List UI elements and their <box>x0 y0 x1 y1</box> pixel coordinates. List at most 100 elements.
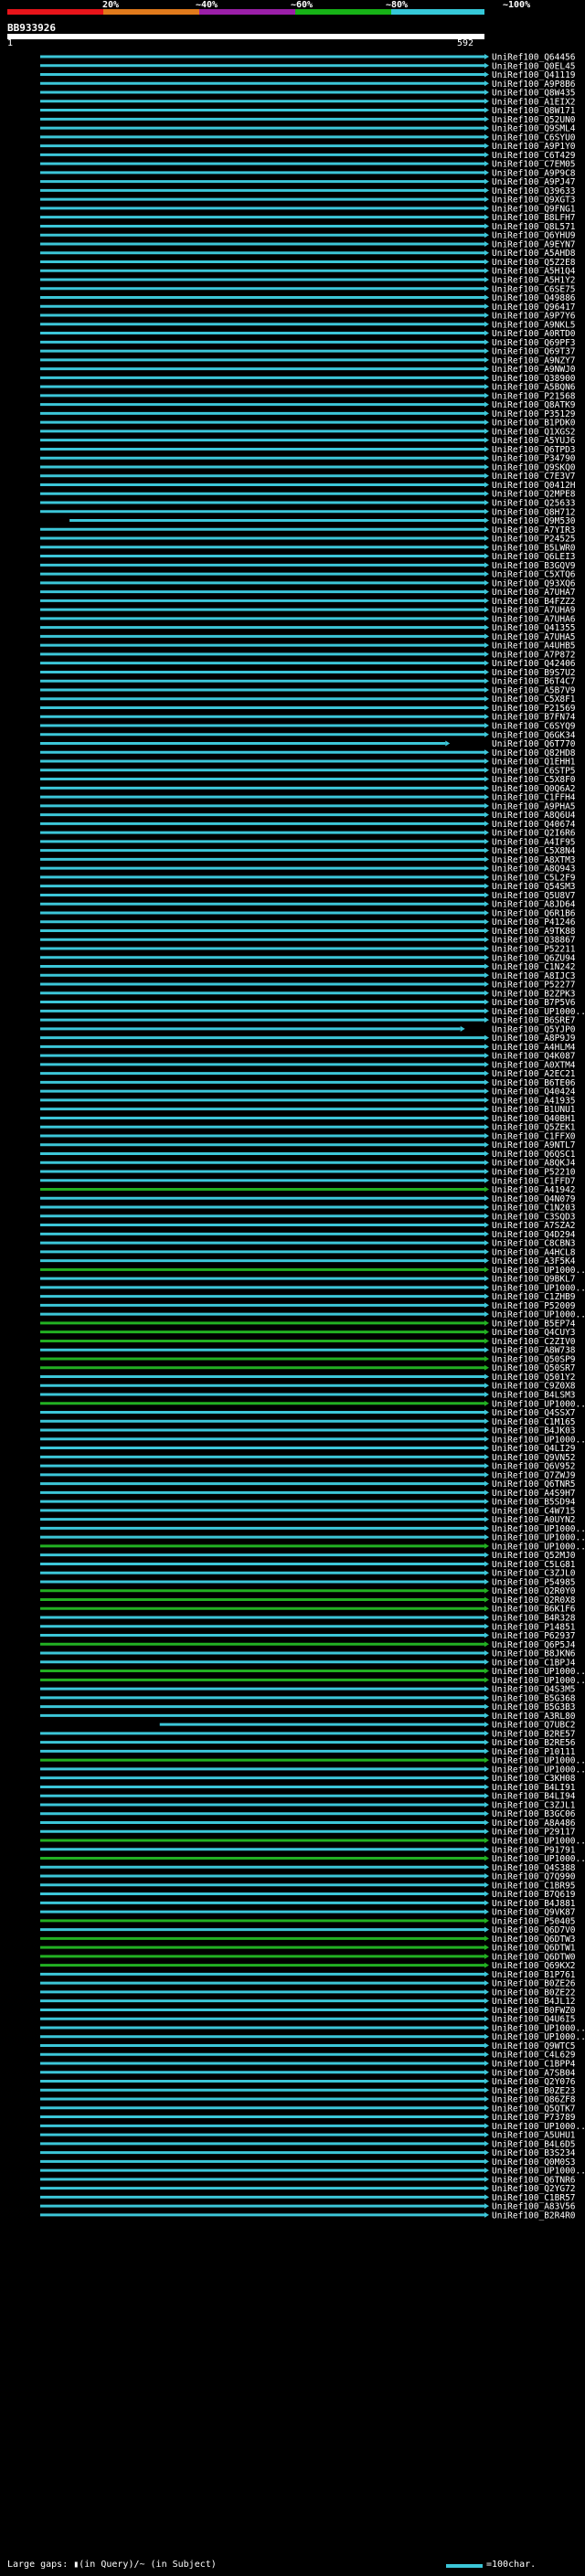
hit-label[interactable]: UniRef100_Q9SKQ0 <box>492 462 576 472</box>
hit-label[interactable]: UniRef100_Q2R0X8 <box>492 1595 576 1606</box>
hit-label[interactable]: UniRef100_A5AHD8 <box>492 249 576 259</box>
hit-label[interactable]: UniRef100_Q4LI29 <box>492 1444 576 1454</box>
hit-label[interactable]: UniRef100_Q2MPE8 <box>492 490 576 500</box>
hit-label[interactable]: UniRef100_A5B7V9 <box>492 685 576 695</box>
hit-label[interactable]: UniRef100_Q4S3M5 <box>492 1685 576 1695</box>
hit-label[interactable]: UniRef100_P91791 <box>492 1845 576 1855</box>
hit-label[interactable]: UniRef100_UP1000... <box>492 2032 585 2042</box>
hit-label[interactable]: UniRef100_Q6TPD3 <box>492 445 576 455</box>
hit-label[interactable]: UniRef100_P54985 <box>492 1577 576 1587</box>
hit-label[interactable]: UniRef100_B1UNU1 <box>492 1105 576 1115</box>
hit-label[interactable]: UniRef100_B6SRE7 <box>492 1016 576 1026</box>
hit-label[interactable]: UniRef100_C3SQD3 <box>492 1212 576 1222</box>
hit-label[interactable]: UniRef100_P24525 <box>492 535 576 545</box>
hit-label[interactable]: UniRef100_A5H1Q4 <box>492 267 576 277</box>
hit-label[interactable]: UniRef100_P10111 <box>492 1747 576 1757</box>
hit-label[interactable]: UniRef100_Q8L571 <box>492 222 576 232</box>
hit-label[interactable]: UniRef100_C1M165 <box>492 1417 576 1427</box>
hit-label[interactable]: UniRef100_Q6P5J4 <box>492 1640 576 1650</box>
hit-label[interactable]: UniRef100_Q8W171 <box>492 106 576 116</box>
hit-label[interactable]: UniRef100_C1FFH4 <box>492 793 576 803</box>
hit-label[interactable]: UniRef100_A8JD64 <box>492 900 576 910</box>
hit-label[interactable]: UniRef100_A7UHA5 <box>492 632 576 642</box>
hit-label[interactable]: UniRef100_C1FFD7 <box>492 1176 576 1186</box>
hit-label[interactable]: UniRef100_P35129 <box>492 409 576 419</box>
hit-label[interactable]: UniRef100_C5LG81 <box>492 1560 576 1570</box>
hit-label[interactable]: UniRef100_B0ZE22 <box>492 1988 576 1998</box>
hit-label[interactable]: UniRef100_Q4N079 <box>492 1194 576 1204</box>
hit-label[interactable]: UniRef100_A41942 <box>492 1185 576 1195</box>
hit-label[interactable]: UniRef100_Q6LEI3 <box>492 552 576 562</box>
hit-label[interactable]: UniRef100_A3F5K4 <box>492 1256 576 1267</box>
hit-label[interactable]: UniRef100_A7UHA6 <box>492 614 576 624</box>
hit-label[interactable]: UniRef100_A8W738 <box>492 1346 576 1356</box>
hit-label[interactable]: UniRef100_UP1000... <box>492 1283 585 1293</box>
hit-label[interactable]: UniRef100_B8JKN6 <box>492 1649 576 1659</box>
hit-label[interactable]: UniRef100_A9P7Y6 <box>492 312 576 322</box>
hit-label[interactable]: UniRef100_UP1000... <box>492 1310 585 1320</box>
hit-label[interactable]: UniRef100_B4LI91 <box>492 1783 576 1793</box>
hit-label[interactable]: UniRef100_C3ZJL1 <box>492 1800 576 1810</box>
hit-label[interactable]: UniRef100_UP1000... <box>492 1266 585 1276</box>
hit-label[interactable]: UniRef100_A7UHA9 <box>492 606 576 616</box>
hit-label[interactable]: UniRef100_UP1000... <box>492 2122 585 2132</box>
hit-label[interactable]: UniRef100_B2RE57 <box>492 1729 576 1739</box>
hit-label[interactable]: UniRef100_Q4U6I5 <box>492 2015 576 2025</box>
hit-label[interactable]: UniRef100_C6SYU0 <box>492 133 576 143</box>
hit-label[interactable]: UniRef100_Q7UBC2 <box>492 1721 576 1731</box>
hit-label[interactable]: UniRef100_Q4D294 <box>492 1230 576 1240</box>
hit-label[interactable]: UniRef100_A2EC21 <box>492 1069 576 1079</box>
hit-label[interactable]: UniRef100_A3RL80 <box>492 1712 576 1722</box>
hit-label[interactable]: UniRef100_Q41119 <box>492 70 576 80</box>
hit-label[interactable]: UniRef100_A7UHA7 <box>492 588 576 598</box>
hit-label[interactable]: UniRef100_A8A486 <box>492 1818 576 1829</box>
hit-label[interactable]: UniRef100_C5L2F9 <box>492 873 576 883</box>
hit-label[interactable]: UniRef100_Q6D7V0 <box>492 1925 576 1935</box>
hit-label[interactable]: UniRef100_C6STP5 <box>492 766 576 776</box>
hit-label[interactable]: UniRef100_Q38867 <box>492 936 576 946</box>
hit-label[interactable]: UniRef100_A9NWJ0 <box>492 365 576 375</box>
hit-label[interactable]: UniRef100_P52009 <box>492 1301 576 1311</box>
hit-label[interactable]: UniRef100_Q6YHU9 <box>492 231 576 241</box>
hit-label[interactable]: UniRef100_A8Q6U4 <box>492 811 576 821</box>
hit-label[interactable]: UniRef100_B3GC06 <box>492 1809 576 1819</box>
hit-label[interactable]: UniRef100_B1P761 <box>492 1970 576 1980</box>
hit-label[interactable]: UniRef100_B5G3B3 <box>492 1702 576 1712</box>
hit-label[interactable]: UniRef100_B5EP74 <box>492 1319 576 1329</box>
hit-label[interactable]: UniRef100_B4LSM3 <box>492 1391 576 1401</box>
hit-label[interactable]: UniRef100_P50405 <box>492 1916 576 1926</box>
hit-label[interactable]: UniRef100_B6TE06 <box>492 1078 576 1088</box>
hit-label[interactable]: UniRef100_Q9XGT3 <box>492 196 576 206</box>
hit-label[interactable]: UniRef100_Q9SML4 <box>492 124 576 134</box>
hit-label[interactable]: UniRef100_Q49886 <box>492 293 576 303</box>
hit-label[interactable]: UniRef100_A4S9H7 <box>492 1489 576 1499</box>
hit-label[interactable]: UniRef100_P41246 <box>492 917 576 928</box>
hit-label[interactable]: UniRef100_C3KH08 <box>492 1774 576 1784</box>
hit-label[interactable]: UniRef100_C4L629 <box>492 2051 576 2061</box>
hit-label[interactable]: UniRef100_Q4K087 <box>492 1052 576 1062</box>
hit-label[interactable]: UniRef100_Q8H712 <box>492 507 576 517</box>
hit-label[interactable]: UniRef100_Q9VK87 <box>492 1908 576 1918</box>
hit-label[interactable]: UniRef100_Q69KX2 <box>492 1961 576 1971</box>
hit-label[interactable]: UniRef100_B5LWR0 <box>492 543 576 553</box>
hit-label[interactable]: UniRef100_B7Q619 <box>492 1890 576 1900</box>
hit-label[interactable]: UniRef100_B5G368 <box>492 1693 576 1703</box>
hit-label[interactable]: UniRef100_Q9FNG1 <box>492 204 576 214</box>
hit-label[interactable]: UniRef100_B6K1F6 <box>492 1605 576 1615</box>
hit-label[interactable]: UniRef100_Q0EL45 <box>492 61 576 71</box>
hit-label[interactable]: UniRef100_A1EIX2 <box>492 97 576 107</box>
hit-label[interactable]: UniRef100_Q69T37 <box>492 347 576 357</box>
hit-label[interactable]: UniRef100_A9P9C8 <box>492 168 576 178</box>
hit-label[interactable]: UniRef100_Q8ATK9 <box>492 400 576 410</box>
hit-label[interactable]: UniRef100_P21569 <box>492 704 576 714</box>
hit-label[interactable]: UniRef100_Q9M530 <box>492 516 576 526</box>
hit-label[interactable]: UniRef100_C6SE75 <box>492 284 576 294</box>
hit-label[interactable]: UniRef100_A8QKJ4 <box>492 1159 576 1169</box>
hit-label[interactable]: UniRef100_Q86ZF8 <box>492 2095 576 2105</box>
hit-label[interactable]: UniRef100_A9PJ47 <box>492 177 576 187</box>
hit-label[interactable]: UniRef100_Q50SP9 <box>492 1354 576 1364</box>
hit-label[interactable]: UniRef100_C8CBN3 <box>492 1239 576 1249</box>
hit-label[interactable]: UniRef100_Q4S388 <box>492 1863 576 1873</box>
hit-label[interactable]: UniRef100_UP1000... <box>492 1435 585 1445</box>
hit-label[interactable]: UniRef100_Q69PF3 <box>492 338 576 348</box>
